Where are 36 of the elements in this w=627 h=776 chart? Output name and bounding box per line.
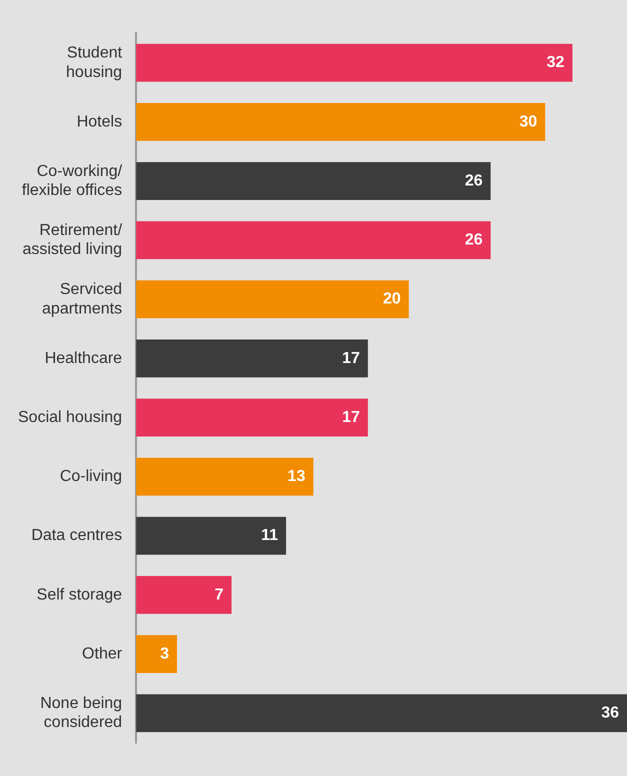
y-tick-label: Hotels	[76, 113, 122, 130]
bar	[136, 280, 409, 318]
data-label: 17	[342, 408, 360, 426]
bar	[136, 340, 368, 378]
data-label: 11	[261, 527, 278, 544]
y-tick-label: Student housing	[66, 44, 123, 81]
y-tick-label: Self storage	[36, 586, 122, 604]
bar	[136, 576, 232, 614]
y-tick-label: Co-working/ flexible offices	[22, 162, 123, 200]
y-tick-label: Healthcare	[44, 350, 122, 367]
data-label: 32	[546, 54, 565, 72]
data-label: 26	[464, 172, 483, 190]
data-label: 3	[160, 646, 170, 663]
data-label: 26	[464, 232, 483, 249]
data-label: 36	[601, 704, 620, 722]
bar	[136, 44, 572, 82]
bar	[136, 162, 491, 200]
bar	[136, 516, 286, 555]
bar	[136, 102, 546, 141]
bar	[136, 635, 177, 674]
y-tick-label: None being considered	[40, 695, 122, 732]
data-label: 20	[383, 290, 401, 308]
bar	[136, 221, 491, 260]
y-tick-label: Co-living	[60, 468, 122, 486]
data-label: 30	[519, 113, 538, 130]
bar	[136, 458, 314, 496]
y-tick-label: Social housing	[18, 408, 122, 426]
y-tick-label: Retirement/ assisted living	[22, 222, 123, 258]
data-label: 17	[342, 350, 360, 367]
y-tick-label: Other	[82, 646, 123, 663]
y-tick-label: Data centres	[31, 527, 122, 544]
y-tick-label: Serviced apartments	[42, 281, 122, 318]
data-label: 13	[288, 468, 306, 486]
bar	[136, 694, 627, 732]
bar	[136, 398, 368, 436]
data-label: 7	[214, 586, 224, 604]
